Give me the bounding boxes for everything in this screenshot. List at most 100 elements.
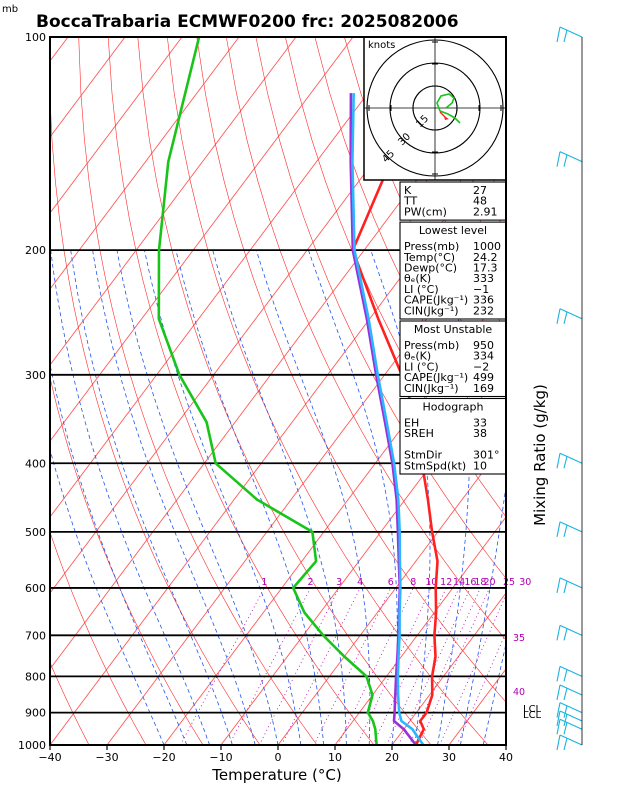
wind-barb-flag — [563, 669, 568, 682]
wind-barb-flag — [556, 577, 561, 594]
mixing-ratio-line — [456, 631, 506, 745]
pressure-unit-label: mb — [2, 4, 18, 15]
wind-barb — [559, 577, 583, 589]
indices-value: 301° — [473, 449, 500, 462]
indices-label: CAPE(Jkg⁻¹) — [404, 371, 468, 384]
isotherm-line — [563, 37, 618, 745]
moist-adiabat-line — [212, 249, 347, 745]
lcl-label: LCL — [523, 704, 542, 715]
mixing-ratio-line — [228, 587, 311, 745]
wind-barb-flag — [563, 713, 568, 727]
wind-barb-flag — [563, 722, 568, 735]
indices-value: 33 — [473, 417, 487, 430]
pressure-tick-label: 900 — [25, 707, 46, 720]
mixing-ratio-label: 4 — [357, 577, 363, 588]
pressure-tick-label: 100 — [25, 31, 46, 44]
isotherm-line — [50, 37, 297, 366]
dry-adiabat-line — [551, 37, 618, 745]
isotherm-line — [50, 37, 411, 518]
series-line-temperature — [351, 37, 440, 745]
mixing-ratio-label: 1 — [261, 577, 267, 588]
pressure-tick-label: 500 — [25, 526, 46, 539]
wind-barb — [559, 734, 583, 746]
pressure-tick-label: 700 — [25, 629, 46, 642]
mixing-ratio-label: 3 — [336, 577, 342, 588]
indices-value: 950 — [473, 339, 494, 352]
indices-value: 10 — [473, 459, 487, 472]
wind-barb-flag — [563, 29, 568, 43]
moist-adiabat-line — [308, 249, 398, 745]
moist-adiabat-line — [70, 250, 233, 745]
indices-block — [399, 320, 507, 398]
wind-barb-flag — [556, 26, 561, 43]
isotherm-line — [106, 212, 506, 745]
indices-value: 336 — [473, 294, 494, 307]
isotherm-line — [50, 37, 126, 138]
mixing-ratio-label: 8 — [410, 577, 416, 588]
wind-barb-flag — [556, 734, 561, 751]
temperature-tick-label: −20 — [152, 751, 175, 764]
mixing-ratio-label: 2 — [308, 577, 314, 588]
temperature-tick-label: −10 — [209, 751, 232, 764]
wind-barbs — [556, 26, 583, 751]
dry-adiabat-line — [50, 531, 147, 745]
wind-barb-flag — [556, 666, 561, 682]
indices-value: 2.91 — [473, 205, 498, 218]
wind-barb-flag — [563, 311, 568, 324]
wind-barb-flag — [563, 705, 568, 718]
wind-barb-flag — [556, 684, 561, 701]
series-line-virtual-temperature — [351, 93, 425, 745]
pressure-tick-label: 400 — [25, 457, 46, 470]
wind-barb — [559, 151, 583, 163]
indices-label: Dewp(°C) — [404, 262, 457, 275]
mixing-ratio-label: 30 — [519, 577, 531, 588]
wind-barb — [559, 710, 583, 722]
wind-barb — [559, 308, 583, 320]
moist-adiabat-line — [505, 743, 506, 745]
temperature-tick-label: 10 — [328, 751, 342, 764]
isotherm-line — [50, 37, 240, 290]
indices-value: −1 — [473, 283, 489, 296]
moist-adiabat-line — [50, 362, 188, 745]
background-lines — [50, 37, 618, 745]
mixing-ratio-line — [258, 587, 340, 745]
wind-barb-flag — [556, 453, 561, 469]
temperature-tick-label: 40 — [499, 751, 513, 764]
indices-value: 1000 — [473, 240, 501, 253]
indices-value: 38 — [473, 427, 487, 440]
wind-barb — [559, 718, 583, 730]
indices-label: CIN(Jkg⁻¹) — [404, 304, 459, 317]
moist-adiabat-line — [92, 250, 256, 745]
mixing-ratio-line — [439, 593, 506, 745]
indices-label: LI (°C) — [404, 360, 439, 373]
mixing-ratio-label: 25 — [503, 577, 515, 588]
chart-title: BoccaTrabaria ECMWF0200 frc: 2025082006 — [36, 12, 459, 32]
hodograph-ring — [389, 62, 481, 154]
profile-lines — [157, 37, 440, 745]
mixing-ratio-label: 14 — [453, 577, 465, 588]
storm-motion-line — [439, 111, 447, 119]
indices-value: 499 — [473, 371, 494, 384]
pressure-axis: 100 200 300 400 500 600 700 800 900 1000 — [18, 31, 46, 752]
pressure-tick-label: 300 — [25, 369, 46, 382]
pressure-tick-label: 1000 — [18, 739, 46, 752]
pressure-tick-label: 200 — [25, 244, 46, 257]
temperature-tick-label: 20 — [385, 751, 399, 764]
indices-block — [399, 397, 507, 475]
dry-adiabat-line — [137, 37, 432, 745]
moist-adiabat-line — [175, 250, 324, 745]
wind-barb — [559, 702, 583, 714]
dry-adiabat-line — [491, 37, 506, 70]
dry-adiabat-line — [196, 37, 506, 703]
isotherm-line — [50, 37, 183, 214]
x-axis-label: Temperature (°C) — [211, 766, 341, 784]
indices-heading: Most Unstable — [414, 323, 493, 336]
pressure-tick-label: 600 — [25, 582, 46, 595]
indices-label: SREH — [404, 427, 434, 440]
indices-value: 48 — [473, 195, 487, 208]
indices-label: PW(cm) — [404, 205, 447, 218]
wind-barb-flag — [563, 580, 568, 594]
indices-value: 333 — [473, 272, 494, 285]
temperature-tick-label: 0 — [275, 751, 282, 764]
